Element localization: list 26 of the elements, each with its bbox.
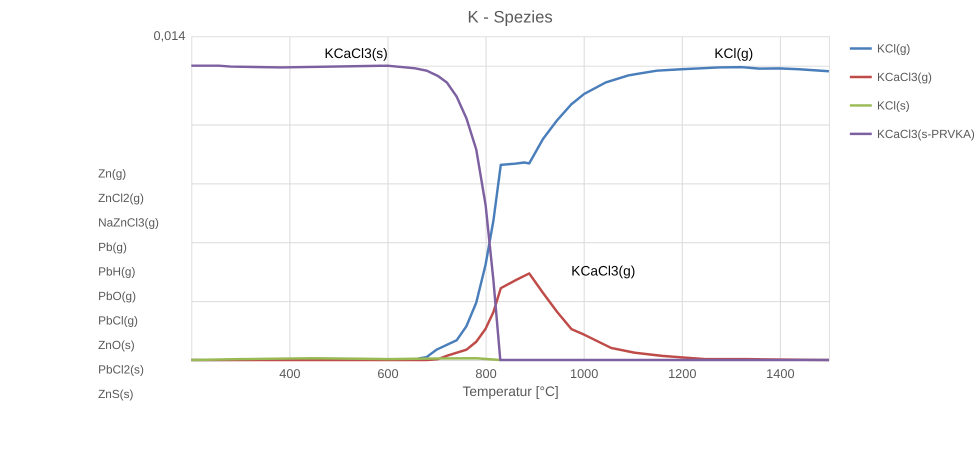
text: KCl(g) (714, 46, 754, 61)
text: PbCl(g) (98, 314, 138, 328)
x-tick-label: 600 (377, 366, 399, 382)
text: Pb(g) (98, 241, 127, 254)
x-tick-label: 1000 (570, 366, 598, 382)
text: KCaCl3(s) (324, 46, 388, 61)
x-tick-label: 400 (279, 366, 301, 382)
legend-label: KCaCl3(s-PRVKA) (876, 128, 975, 141)
x-axis-title: Temperatur [°C] (462, 384, 559, 399)
text: PbCl2(s) (98, 364, 144, 377)
legend-label: KCaCl3(g) (876, 70, 932, 84)
x-tick-label: 1200 (668, 366, 696, 382)
legend-label: KCl(g) (876, 42, 910, 56)
legend-label: KCl(s) (876, 99, 910, 112)
text: PbH(g) (98, 266, 136, 279)
x-tick-label: 800 (475, 366, 497, 382)
x-tick-label: 1400 (766, 366, 795, 382)
text: 0,014 (154, 28, 186, 44)
chart-title: K - Spezies (468, 8, 553, 27)
text: ZnO(s) (98, 339, 135, 352)
text: ZnS(s) (98, 388, 134, 402)
text: PbO(g) (98, 290, 136, 304)
text: Zn(g) (98, 168, 126, 181)
text: NaZnCl3(g) (98, 216, 159, 230)
annotation: KCaCl3(g) (571, 264, 636, 279)
text: ZnCl2(g) (98, 192, 144, 206)
